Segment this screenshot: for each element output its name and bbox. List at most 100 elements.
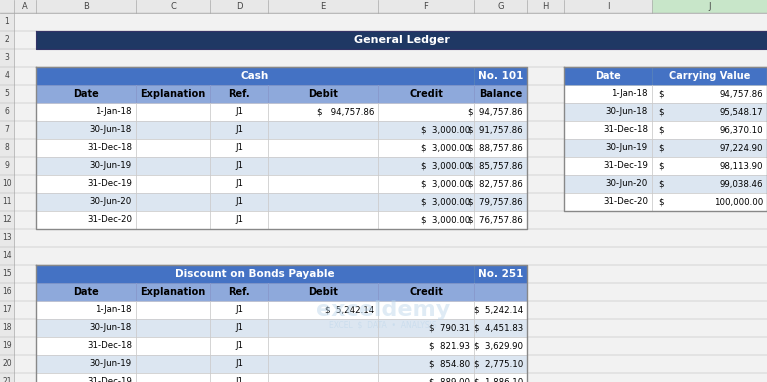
Text: 7: 7: [5, 126, 9, 134]
Bar: [36, 175, 136, 193]
Text: $  3,000.00: $ 3,000.00: [421, 197, 470, 207]
Bar: [136, 139, 210, 157]
Text: I: I: [607, 2, 609, 11]
Text: J1: J1: [235, 144, 243, 152]
Bar: [474, 319, 527, 337]
Bar: [136, 355, 210, 373]
Bar: [268, 139, 378, 157]
Bar: [564, 121, 652, 139]
Bar: [210, 283, 268, 301]
Text: Balance: Balance: [479, 89, 522, 99]
Text: 14: 14: [2, 251, 12, 261]
Text: $  94,757.86: $ 94,757.86: [469, 107, 523, 117]
Bar: [474, 157, 527, 175]
Text: 30-Jun-20: 30-Jun-20: [90, 197, 132, 207]
Bar: [378, 211, 474, 229]
Text: $   94,757.86: $ 94,757.86: [317, 107, 374, 117]
Text: 30-Jun-20: 30-Jun-20: [606, 180, 648, 188]
Bar: [136, 121, 210, 139]
Text: 8: 8: [5, 144, 9, 152]
Bar: [268, 157, 378, 175]
Bar: [136, 373, 210, 382]
Bar: [474, 67, 527, 85]
Bar: [652, 157, 767, 175]
Text: $  821.93: $ 821.93: [429, 342, 470, 351]
Text: J1: J1: [235, 359, 243, 369]
Text: $  79,757.86: $ 79,757.86: [469, 197, 523, 207]
Text: $  4,451.83: $ 4,451.83: [474, 324, 523, 332]
Bar: [210, 193, 268, 211]
Text: 30-Jun-19: 30-Jun-19: [606, 144, 648, 152]
Text: Date: Date: [73, 89, 99, 99]
Bar: [268, 319, 378, 337]
Bar: [474, 121, 527, 139]
Text: Ref.: Ref.: [229, 287, 250, 297]
Text: General Ledger: General Ledger: [354, 35, 449, 45]
Bar: [268, 85, 378, 103]
Bar: [378, 103, 474, 121]
Text: 6: 6: [5, 107, 9, 117]
Text: exceldemy: exceldemy: [316, 300, 450, 320]
Bar: [136, 85, 210, 103]
Bar: [36, 67, 474, 85]
Bar: [36, 319, 136, 337]
Text: 95,548.17: 95,548.17: [719, 107, 763, 117]
Bar: [474, 301, 527, 319]
Bar: [210, 211, 268, 229]
Bar: [210, 301, 268, 319]
Bar: [210, 319, 268, 337]
Text: $  3,629.90: $ 3,629.90: [474, 342, 523, 351]
Bar: [268, 121, 378, 139]
Text: $  82,757.86: $ 82,757.86: [468, 180, 523, 188]
Bar: [136, 211, 210, 229]
Bar: [474, 373, 527, 382]
Text: 31-Dec-20: 31-Dec-20: [603, 197, 648, 207]
Text: $  5,242.14: $ 5,242.14: [474, 306, 523, 314]
Text: $  3,000.00: $ 3,000.00: [421, 180, 470, 188]
Bar: [564, 85, 652, 103]
Bar: [136, 157, 210, 175]
Bar: [474, 211, 527, 229]
Text: 12: 12: [2, 215, 12, 225]
Text: J1: J1: [235, 324, 243, 332]
Text: 17: 17: [2, 306, 12, 314]
Bar: [210, 373, 268, 382]
Bar: [210, 103, 268, 121]
Text: 5: 5: [5, 89, 9, 99]
Text: Discount on Bonds Payable: Discount on Bonds Payable: [175, 269, 335, 279]
Text: 4: 4: [5, 71, 9, 81]
Bar: [378, 355, 474, 373]
Bar: [268, 301, 378, 319]
Text: $  76,757.86: $ 76,757.86: [468, 215, 523, 225]
Text: J1: J1: [235, 126, 243, 134]
Text: $: $: [658, 126, 663, 134]
Text: Carrying Value: Carrying Value: [669, 71, 750, 81]
Text: Cash: Cash: [241, 71, 269, 81]
Bar: [474, 265, 527, 283]
Text: $: $: [658, 107, 663, 117]
Bar: [36, 301, 136, 319]
Bar: [378, 283, 474, 301]
Text: 31-Dec-19: 31-Dec-19: [603, 162, 648, 170]
Bar: [268, 211, 378, 229]
Bar: [652, 0, 767, 13]
Text: 30-Jun-19: 30-Jun-19: [90, 359, 132, 369]
Bar: [652, 85, 767, 103]
Text: J1: J1: [235, 180, 243, 188]
Text: 9: 9: [5, 162, 9, 170]
Text: $  88,757.86: $ 88,757.86: [468, 144, 523, 152]
Text: 31-Dec-20: 31-Dec-20: [87, 215, 132, 225]
Text: No. 101: No. 101: [478, 71, 523, 81]
Text: $  3,000.00: $ 3,000.00: [421, 162, 470, 170]
Bar: [268, 373, 378, 382]
Text: Date: Date: [595, 71, 621, 81]
Text: 96,370.10: 96,370.10: [719, 126, 763, 134]
Bar: [210, 355, 268, 373]
Text: A: A: [22, 2, 28, 11]
Text: 31-Dec-18: 31-Dec-18: [603, 126, 648, 134]
Bar: [136, 175, 210, 193]
Text: 20: 20: [2, 359, 12, 369]
Bar: [36, 85, 136, 103]
Text: J1: J1: [235, 107, 243, 117]
Bar: [378, 337, 474, 355]
